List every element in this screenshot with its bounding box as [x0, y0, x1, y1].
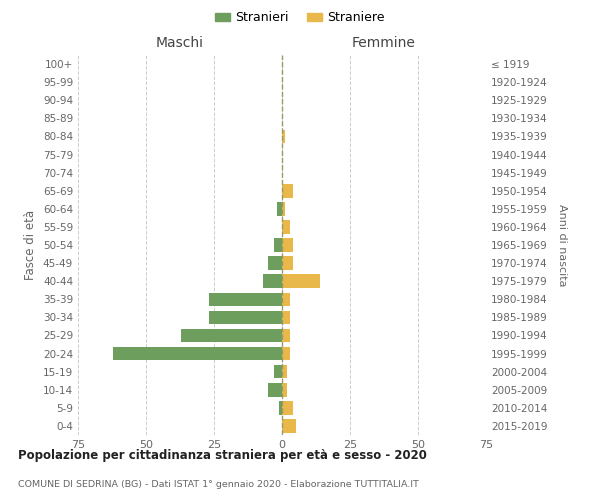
Bar [282, 274, 320, 288]
Bar [282, 419, 296, 432]
Bar [209, 310, 282, 324]
Bar [282, 238, 293, 252]
Bar [282, 202, 285, 215]
Bar [282, 383, 287, 396]
Bar [263, 274, 282, 288]
Bar [282, 292, 290, 306]
Bar [282, 365, 287, 378]
Bar [282, 130, 285, 143]
Bar [282, 310, 290, 324]
Text: COMUNE DI SEDRINA (BG) - Dati ISTAT 1° gennaio 2020 - Elaborazione TUTTITALIA.IT: COMUNE DI SEDRINA (BG) - Dati ISTAT 1° g… [18, 480, 419, 489]
Bar [282, 220, 290, 234]
Bar [274, 238, 282, 252]
Bar [282, 328, 290, 342]
Bar [181, 328, 282, 342]
Y-axis label: Fasce di età: Fasce di età [25, 210, 37, 280]
Bar [113, 347, 282, 360]
Bar [279, 401, 282, 414]
Bar [282, 256, 293, 270]
Bar [282, 401, 293, 414]
Bar [282, 347, 290, 360]
Bar [282, 184, 293, 198]
Bar [209, 292, 282, 306]
Bar [268, 256, 282, 270]
Y-axis label: Anni di nascita: Anni di nascita [557, 204, 567, 286]
Legend: Stranieri, Straniere: Stranieri, Straniere [210, 6, 390, 29]
Bar [274, 365, 282, 378]
Text: Popolazione per cittadinanza straniera per età e sesso - 2020: Popolazione per cittadinanza straniera p… [18, 450, 427, 462]
Bar [268, 383, 282, 396]
Bar [277, 202, 282, 215]
